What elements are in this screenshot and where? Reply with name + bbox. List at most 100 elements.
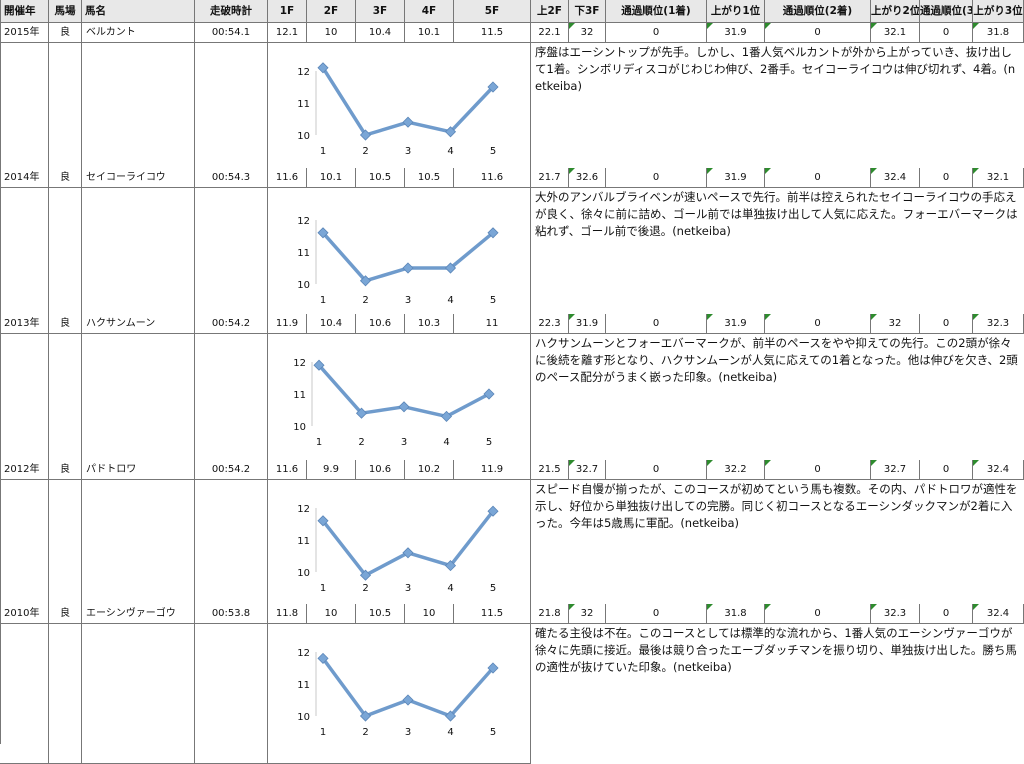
column-header-pass-order-1st: 通過順位(1着) [606, 0, 707, 23]
y-tick-label: 10 [293, 422, 306, 433]
cell-pass-order-1st: 0 [606, 604, 707, 624]
split-time-chart: 10 11 12 1 2 3 4 5 [268, 624, 531, 764]
y-tick-label: 11 [297, 248, 310, 259]
split-series-line [321, 510, 495, 577]
y-tick-label: 10 [297, 712, 310, 723]
column-header-horse-name: 馬名 [82, 0, 195, 23]
x-tick-label: 3 [405, 146, 411, 157]
split-time-chart: 10 11 12 1 2 3 4 5 [268, 480, 531, 624]
data-point-marker [317, 652, 329, 664]
x-tick-label: 5 [490, 295, 496, 306]
cell-race-time: 00:54.2 [195, 460, 268, 480]
cell-split-3f: 10.6 [356, 460, 405, 480]
cell-pass-order-2nd: 0 [765, 604, 871, 624]
detail-blank-cell [0, 334, 49, 480]
detail-blank-cell [0, 480, 49, 624]
detail-blank-cell [195, 188, 268, 334]
cell-split-2f: 10.4 [307, 314, 356, 334]
cell-race-time: 00:53.8 [195, 604, 268, 624]
y-tick-label: 11 [297, 99, 310, 110]
cell-up-2f: 22.1 [531, 23, 569, 43]
x-tick-label: 1 [320, 583, 326, 594]
column-header-agari-1st: 上がり1位 [707, 0, 765, 23]
x-tick-label: 5 [486, 437, 492, 448]
data-point-marker [483, 388, 495, 400]
column-header-race-time: 走破時計 [195, 0, 268, 23]
detail-blank-cell [0, 624, 49, 764]
data-point-marker [359, 275, 372, 287]
x-tick-label: 5 [490, 146, 496, 157]
cell-agari-3rd: 32.3 [973, 314, 1024, 334]
cell-horse-name: セイコーライコウ [82, 168, 195, 188]
cell-split-5f: 11.5 [454, 604, 531, 624]
x-tick-label: 1 [316, 437, 322, 448]
data-point-marker [359, 710, 372, 722]
y-tick-label: 11 [293, 390, 306, 401]
cell-race-time: 00:54.2 [195, 314, 268, 334]
cell-track-condition: 良 [49, 604, 82, 624]
split-time-chart: 10 11 12 1 2 3 4 5 [268, 188, 531, 334]
cell-agari-1st: 31.8 [707, 604, 765, 624]
cell-agari-2nd: 32.7 [871, 460, 920, 480]
cell-agari-2nd: 32.1 [871, 23, 920, 43]
cell-split-4f: 10.1 [405, 23, 454, 43]
data-point-marker [359, 129, 372, 141]
y-tick-label: 10 [297, 131, 310, 142]
data-point-marker [487, 505, 499, 517]
cell-split-2f: 9.9 [307, 460, 356, 480]
detail-blank-cell [82, 334, 195, 480]
cell-pass-order-3rd: 0 [920, 168, 973, 188]
data-point-marker [444, 710, 457, 722]
detail-blank-cell [82, 188, 195, 334]
data-point-marker [444, 560, 457, 572]
detail-blank-cell [49, 480, 82, 624]
cell-split-3f: 10.5 [356, 168, 405, 188]
cell-pass-order-1st: 0 [606, 314, 707, 334]
split-series-line [321, 231, 495, 283]
cell-year: 2012年 [0, 460, 49, 480]
detail-blank-cell [49, 43, 82, 188]
race-comment: 大外のアンバルブライベンが速いペースで先行。前半は控えられたセイコーライコウの手… [535, 190, 1018, 238]
cell-split-1f: 11.9 [268, 314, 307, 334]
column-header-pass-order-2nd: 通過順位(2着) [765, 0, 871, 23]
cell-split-1f: 11.8 [268, 604, 307, 624]
cell-year: 2013年 [0, 314, 49, 334]
cell-up-2f: 21.8 [531, 604, 569, 624]
data-point-marker [317, 227, 329, 239]
cell-agari-3rd: 31.8 [973, 23, 1024, 43]
column-header-down-3f: 下3F [569, 0, 606, 23]
y-tick-label: 10 [297, 280, 310, 291]
cell-pass-order-2nd: 0 [765, 314, 871, 334]
data-point-marker [444, 262, 457, 274]
cell-pass-order-1st: 0 [606, 168, 707, 188]
cell-agari-2nd: 32.3 [871, 604, 920, 624]
cell-pass-order-3rd: 0 [920, 604, 973, 624]
cell-pass-order-3rd: 0 [920, 460, 973, 480]
data-point-marker [313, 359, 325, 371]
data-point-marker [398, 401, 410, 413]
cell-down-3f: 31.9 [569, 314, 606, 334]
cell-pass-order-3rd: 0 [920, 314, 973, 334]
x-tick-label: 2 [358, 437, 364, 448]
cell-pass-order-2nd: 0 [765, 168, 871, 188]
x-tick-label: 4 [447, 727, 453, 738]
cell-agari-3rd: 32.1 [973, 168, 1024, 188]
race-comment: 序盤はエーシントップが先手。しかし、1番人気ベルカントが外から上がっていき、抜け… [535, 45, 1016, 93]
data-point-marker [402, 262, 414, 274]
x-tick-label: 3 [405, 295, 411, 306]
x-tick-label: 1 [320, 727, 326, 738]
cell-horse-name: エーシンヴァーゴウ [82, 604, 195, 624]
data-point-marker [317, 62, 329, 74]
detail-blank-cell [49, 624, 82, 764]
y-tick-label: 12 [297, 648, 310, 659]
x-tick-label: 5 [490, 727, 496, 738]
cell-split-3f: 10.5 [356, 604, 405, 624]
x-tick-label: 2 [362, 295, 368, 306]
column-header-agari-3rd: 上がり3位 [973, 0, 1024, 23]
cell-split-5f: 11.9 [454, 460, 531, 480]
y-tick-label: 12 [293, 358, 306, 369]
cell-split-2f: 10.1 [307, 168, 356, 188]
data-point-marker [444, 126, 457, 138]
cell-year: 2014年 [0, 168, 49, 188]
